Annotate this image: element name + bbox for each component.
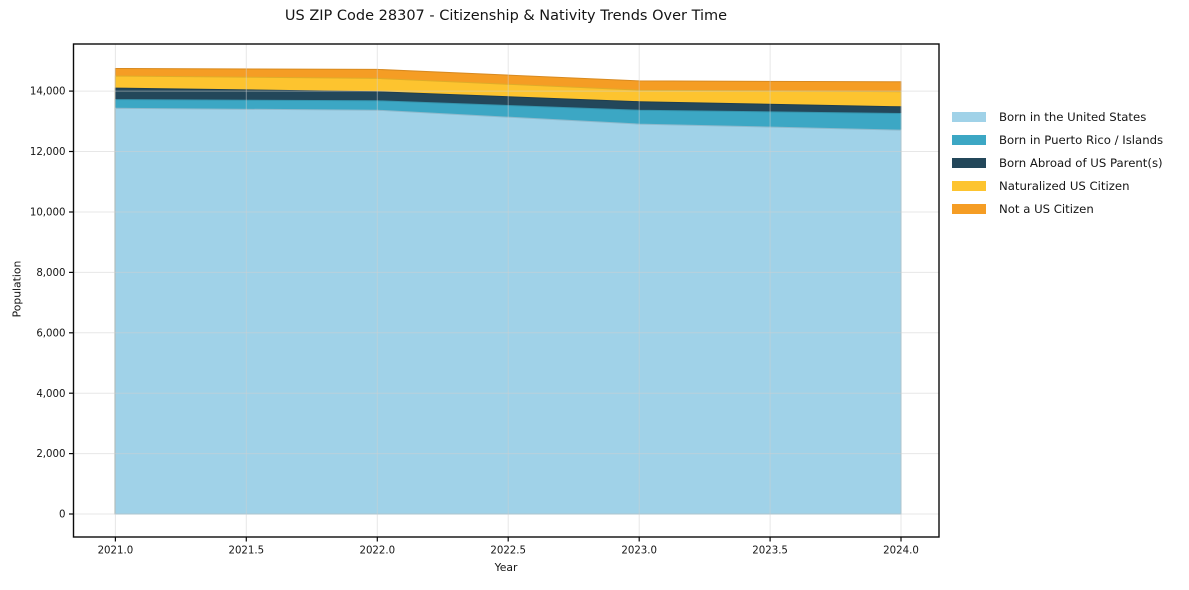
y-axis-label: Population (10, 260, 24, 318)
legend-swatch (952, 111, 986, 122)
plot-border (72, 43, 940, 538)
y-tick-label: 14,000 (30, 87, 66, 98)
legend-label: Naturalized US Citizen (999, 178, 1130, 193)
y-tick-label: 6,000 (36, 328, 65, 339)
legend-item-born-in-puerto-rico-islands: Born in Puerto Rico / Islands (952, 128, 1163, 151)
x-tick-label: 2022.5 (490, 546, 526, 557)
legend: Born in the United States Born in Puerto … (952, 105, 1163, 220)
x-axis-label: Year (494, 561, 518, 574)
y-tick-label: 4,000 (36, 389, 65, 400)
y-tick-label: 8,000 (36, 268, 65, 279)
y-tick-label: 12,000 (30, 147, 66, 158)
legend-swatch (952, 157, 986, 168)
legend-item-born-abroad-of-us-parent-s: Born Abroad of US Parent(s) (952, 151, 1163, 174)
chart-title: US ZIP Code 28307 - Citizenship & Nativi… (284, 8, 728, 24)
legend-label: Born Abroad of US Parent(s) (999, 155, 1163, 170)
legend-swatch (952, 180, 986, 191)
x-tick-label: 2022.0 (359, 546, 395, 557)
y-tick-label: 0 (59, 510, 65, 521)
x-tick-label: 2024.0 (883, 546, 919, 557)
legend-label: Born in the United States (999, 109, 1147, 124)
x-tick-label: 2023.5 (752, 546, 788, 557)
legend-swatch (952, 134, 986, 145)
x-tick-label: 2021.0 (98, 546, 134, 557)
y-tick-label: 2,000 (36, 449, 65, 460)
y-tick-label: 10,000 (30, 208, 66, 219)
x-tick-label: 2023.0 (621, 546, 657, 557)
legend-swatch (952, 203, 986, 214)
legend-item-born-in-the-united-states: Born in the United States (952, 105, 1163, 128)
legend-item-not-a-us-citizen: Not a US Citizen (952, 197, 1163, 220)
legend-item-naturalized-us-citizen: Naturalized US Citizen (952, 174, 1163, 197)
x-tick-label: 2021.5 (228, 546, 264, 557)
legend-label: Born in Puerto Rico / Islands (999, 132, 1164, 147)
legend-label: Not a US Citizen (999, 201, 1094, 216)
